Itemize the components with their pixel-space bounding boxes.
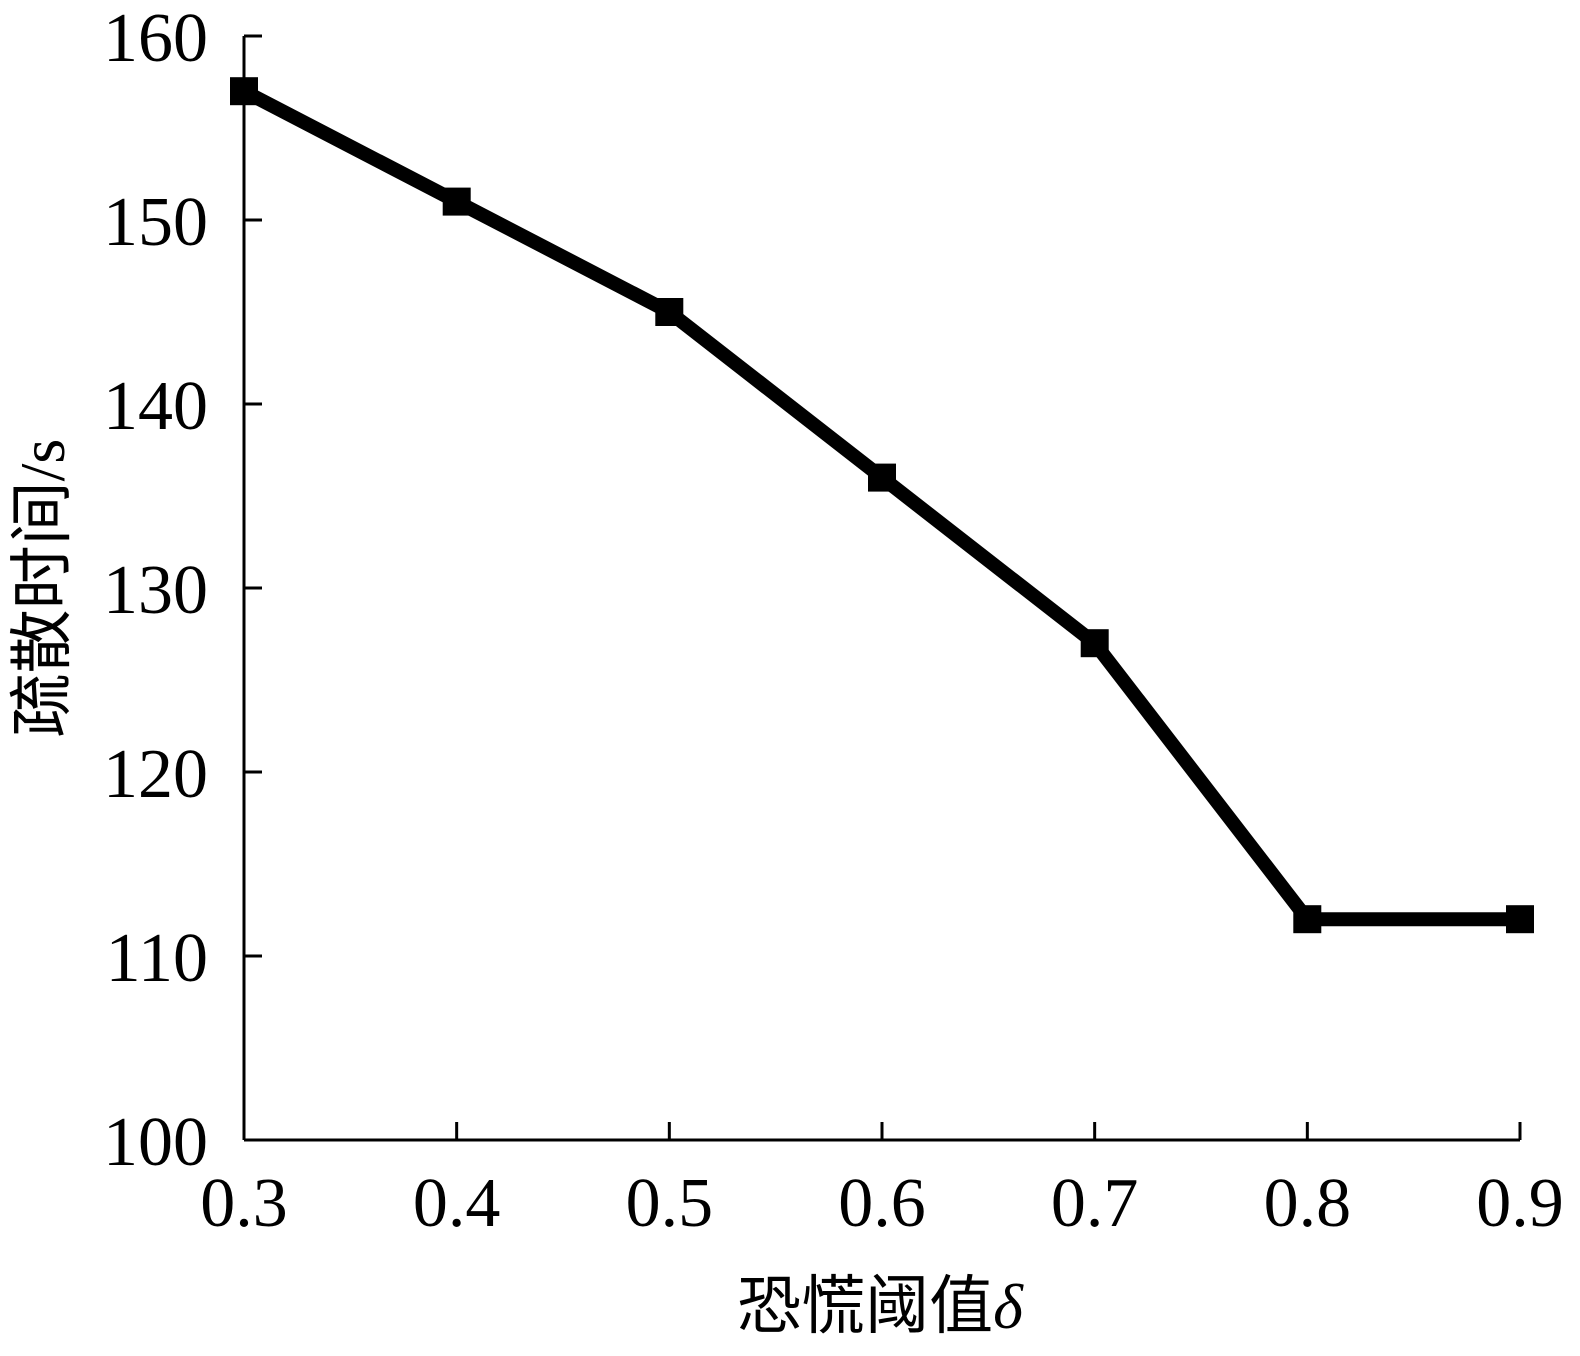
series-line (240, 84, 1520, 927)
data-point-marker (655, 298, 684, 326)
x-tick-label: 0.4 (413, 1165, 501, 1242)
data-point-marker (442, 187, 471, 216)
x-axis-title-symbol: δ (993, 1271, 1024, 1342)
y-tick-label: 100 (103, 1104, 208, 1181)
x-axis: 0.3 0.4 0.5 0.6 0.7 0.8 0.9 (200, 1122, 1564, 1242)
x-tick-label: 0.7 (1051, 1165, 1139, 1242)
data-point-marker (1293, 905, 1322, 934)
y-tick-label: 130 (103, 552, 208, 629)
x-tick-label: 0.8 (1264, 1165, 1352, 1242)
y-tick-label: 160 (103, 0, 208, 77)
data-point-marker (1080, 629, 1109, 658)
data-point-marker (868, 463, 896, 492)
plot-area (230, 77, 1534, 934)
x-axis-title-text: 恐慌阈值 (737, 1271, 993, 1342)
y-tick-label: 140 (103, 368, 208, 445)
y-axis-title: 疏散时间/s (7, 439, 78, 738)
x-tick-label: 0.9 (1476, 1165, 1564, 1242)
x-tick-label: 0.6 (838, 1165, 926, 1242)
y-tick-label: 120 (103, 736, 208, 813)
y-tick-label: 110 (106, 920, 208, 997)
y-ticks: 100 110 120 130 140 150 160 (103, 0, 262, 1181)
x-tick-label: 0.5 (626, 1165, 714, 1242)
data-point-marker (1506, 905, 1534, 934)
y-axis: 100 110 120 130 140 150 160 (103, 0, 262, 1181)
data-point-marker (230, 77, 258, 106)
x-tick-label: 0.3 (200, 1165, 288, 1242)
x-ticks: 0.3 0.4 0.5 0.6 0.7 0.8 0.9 (200, 1122, 1564, 1242)
x-axis-title: 恐慌阈值δ (737, 1271, 1024, 1342)
y-tick-label: 150 (103, 184, 208, 261)
